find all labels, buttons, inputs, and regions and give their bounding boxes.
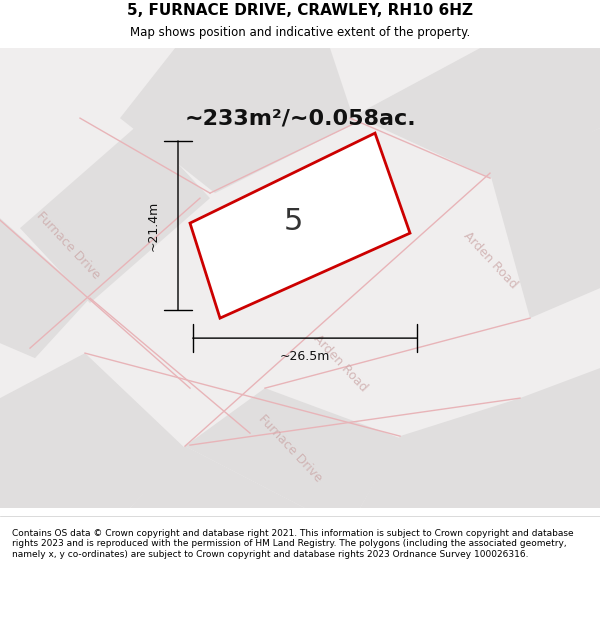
Polygon shape (190, 133, 410, 318)
Polygon shape (120, 48, 355, 193)
Text: Arden Road: Arden Road (460, 229, 520, 291)
Polygon shape (130, 446, 305, 508)
Text: Map shows position and indicative extent of the property.: Map shows position and indicative extent… (130, 26, 470, 39)
Text: 5, FURNACE DRIVE, CRAWLEY, RH10 6HZ: 5, FURNACE DRIVE, CRAWLEY, RH10 6HZ (127, 3, 473, 18)
Polygon shape (20, 123, 210, 303)
Text: ~26.5m: ~26.5m (280, 349, 330, 362)
Polygon shape (490, 128, 600, 318)
Polygon shape (350, 48, 600, 178)
Polygon shape (360, 368, 600, 508)
Polygon shape (185, 388, 400, 508)
Text: Arden Road: Arden Road (310, 332, 370, 394)
Text: 5: 5 (284, 208, 304, 236)
Text: Furnace Drive: Furnace Drive (34, 209, 103, 281)
Polygon shape (0, 353, 185, 508)
Text: Contains OS data © Crown copyright and database right 2021. This information is : Contains OS data © Crown copyright and d… (12, 529, 574, 559)
Text: Furnace Drive: Furnace Drive (256, 412, 325, 484)
Text: ~233m²/~0.058ac.: ~233m²/~0.058ac. (184, 108, 416, 128)
Polygon shape (0, 218, 90, 358)
Text: ~21.4m: ~21.4m (146, 201, 160, 251)
